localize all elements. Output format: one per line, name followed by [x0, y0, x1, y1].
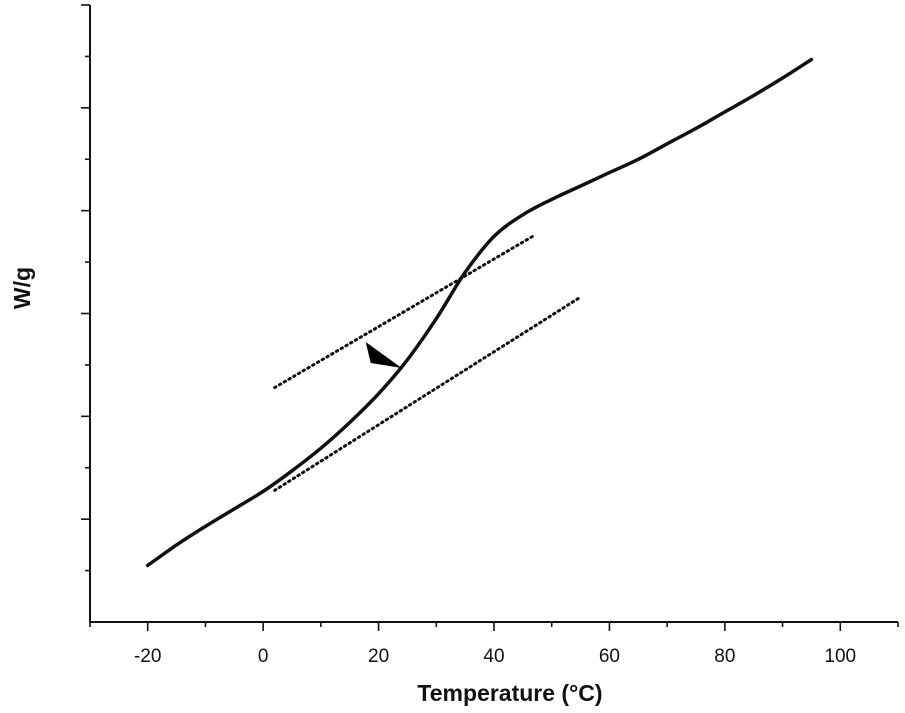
x-tick-label: 20: [368, 646, 389, 667]
y-axis-title: W/g: [9, 267, 35, 309]
x-tick-label: -20: [134, 646, 161, 667]
dsc-curve: [145, 57, 814, 568]
x-tick-label: 80: [714, 646, 735, 667]
x-tick-label: 60: [599, 646, 620, 667]
upper-tangent-line: [273, 233, 536, 390]
x-tick-label: 0: [258, 646, 269, 667]
annotation-arrowhead: [365, 342, 402, 368]
x-axis-title: Temperature (°C): [417, 680, 602, 706]
data-series: [145, 57, 814, 568]
annotations: [365, 342, 402, 368]
lower-tangent-line: [273, 295, 583, 492]
x-tick-label: 100: [824, 646, 856, 667]
tangent-lines: [273, 233, 583, 492]
x-tick-labels: -20 0 20 40 60 80 100: [134, 646, 856, 667]
x-tick-label: 40: [483, 646, 504, 667]
axes: [81, 4, 899, 631]
